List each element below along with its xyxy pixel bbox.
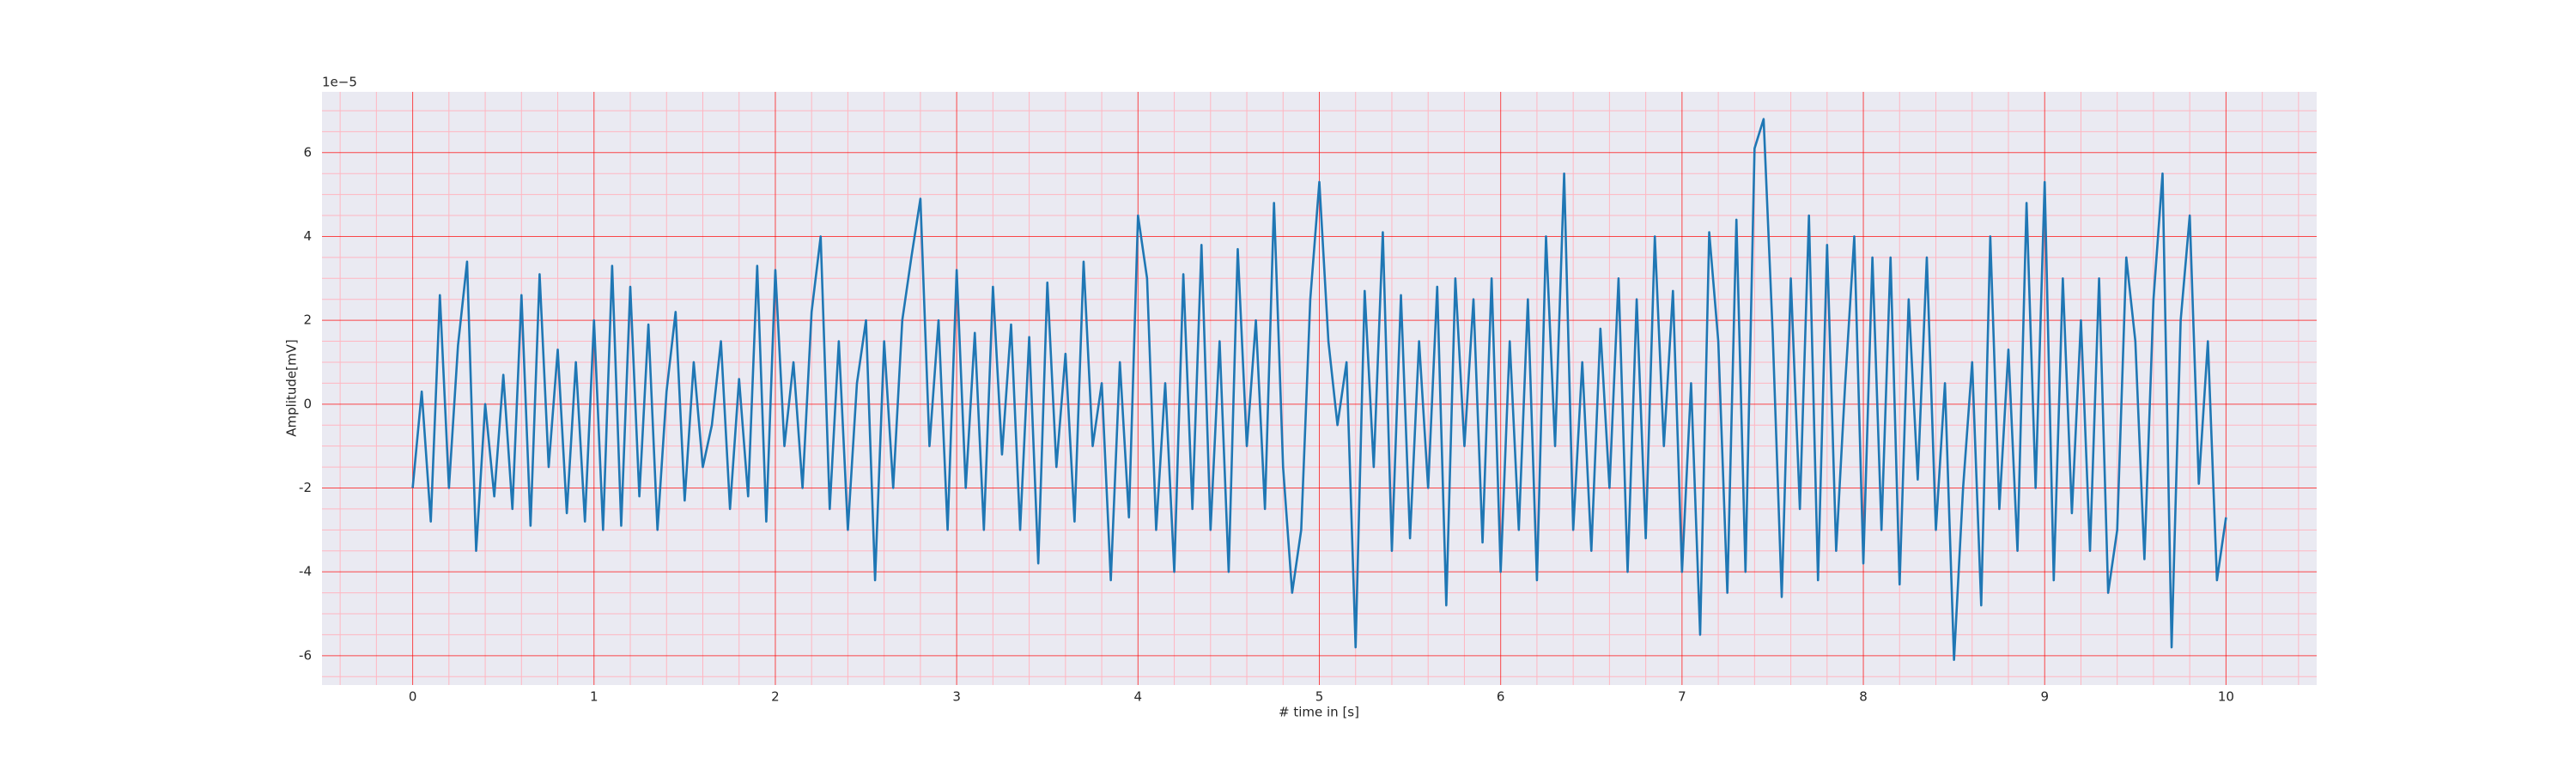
x-tick-label: 5 <box>1315 689 1324 705</box>
y-tick-label: -4 <box>299 564 312 579</box>
x-tick-label: 9 <box>2040 689 2049 705</box>
y-offset-label: 1e−5 <box>322 75 357 90</box>
y-tick-label: -6 <box>299 647 312 663</box>
x-tick-label: 8 <box>1859 689 1868 705</box>
y-tick-label: 6 <box>303 144 312 160</box>
x-tick-label: 6 <box>1497 689 1505 705</box>
x-tick-label: 7 <box>1678 689 1686 705</box>
x-tick-label: 4 <box>1134 689 1143 705</box>
y-tick-label: 0 <box>303 396 312 411</box>
x-tick-label: 3 <box>952 689 961 705</box>
x-tick-label: 2 <box>771 689 780 705</box>
y-tick-label: 4 <box>303 228 312 244</box>
y-axis-label: Amplitude[mV] <box>284 339 300 436</box>
signal-line <box>411 118 2227 661</box>
y-tick-label: 2 <box>303 312 312 328</box>
x-axis-label: # time in [s] <box>1279 705 1359 720</box>
x-tick-label: 10 <box>2218 689 2234 705</box>
x-tick-label: 1 <box>590 689 598 705</box>
y-tick-label: -2 <box>299 480 312 495</box>
x-tick-label: 0 <box>409 689 417 705</box>
